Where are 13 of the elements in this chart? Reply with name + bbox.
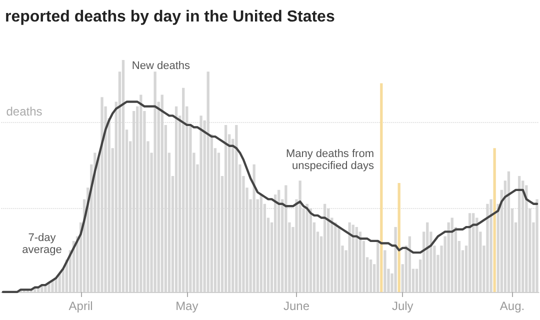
ref-line-label: deaths bbox=[6, 104, 42, 119]
annotation: New deaths bbox=[132, 60, 190, 72]
annotation: 7-day average bbox=[22, 232, 62, 256]
x-tick-label: June bbox=[284, 299, 310, 313]
x-tick-label: Aug. bbox=[500, 299, 525, 313]
annotation: Many deaths from unspecified days bbox=[286, 148, 374, 172]
chart-title: reported deaths by day in the United States bbox=[5, 8, 335, 26]
x-tick-label: July bbox=[392, 299, 414, 313]
x-tick-label: May bbox=[176, 299, 198, 313]
x-tick-label: April bbox=[68, 299, 93, 313]
bar bbox=[380, 83, 383, 292]
bar bbox=[493, 148, 496, 292]
bar bbox=[398, 182, 400, 292]
